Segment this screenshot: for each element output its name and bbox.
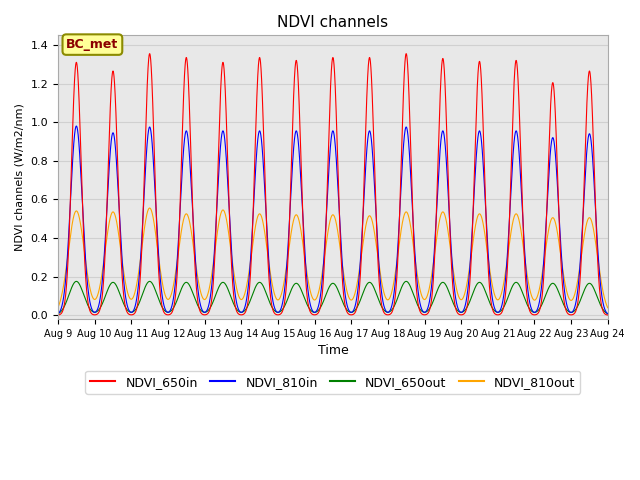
Line: NDVI_650in: NDVI_650in	[58, 54, 608, 315]
NDVI_810in	[72, 125, 79, 131]
NDVI_810out	[186, 221, 194, 227]
NDVI_650in	[54, 312, 62, 318]
NDVI_810out	[604, 305, 612, 311]
NDVI_810in	[72, 123, 80, 129]
NDVI_650in	[72, 63, 79, 69]
NDVI_650in	[531, 312, 538, 318]
NDVI_650in	[604, 312, 612, 318]
NDVI_650in	[345, 312, 353, 317]
NDVI_810out	[72, 209, 79, 215]
NDVI_650out	[114, 286, 122, 292]
NDVI_650out	[146, 278, 154, 284]
Text: BC_met: BC_met	[67, 38, 118, 51]
NDVI_650out	[531, 310, 538, 315]
NDVI_810out	[345, 294, 353, 300]
NDVI_650out	[175, 293, 182, 299]
NDVI_810out	[114, 227, 122, 232]
NDVI_810in	[175, 234, 182, 240]
NDVI_810out	[175, 248, 182, 253]
NDVI_650out	[604, 311, 612, 317]
NDVI_650out	[186, 283, 194, 289]
NDVI_650in	[146, 51, 154, 57]
NDVI_810out	[54, 304, 62, 310]
Line: NDVI_810out: NDVI_810out	[58, 208, 608, 308]
NDVI_810out	[531, 297, 538, 303]
Title: NDVI channels: NDVI channels	[277, 15, 388, 30]
Legend: NDVI_650in, NDVI_810in, NDVI_650out, NDVI_810out: NDVI_650in, NDVI_810in, NDVI_650out, NDV…	[85, 371, 580, 394]
X-axis label: Time: Time	[317, 344, 348, 357]
NDVI_810in	[604, 311, 612, 317]
NDVI_810in	[186, 162, 194, 168]
NDVI_810in	[531, 310, 538, 315]
NDVI_650out	[54, 311, 62, 316]
NDVI_810in	[114, 185, 122, 191]
Line: NDVI_810in: NDVI_810in	[58, 126, 608, 314]
NDVI_810in	[345, 307, 353, 313]
NDVI_650in	[114, 169, 122, 175]
NDVI_810out	[146, 205, 154, 211]
NDVI_810in	[54, 311, 62, 317]
NDVI_650out	[345, 309, 353, 314]
Y-axis label: NDVI channels (W/m2/nm): NDVI channels (W/m2/nm)	[15, 103, 25, 251]
Line: NDVI_650out: NDVI_650out	[58, 281, 608, 314]
NDVI_650in	[175, 242, 182, 248]
NDVI_650in	[186, 122, 194, 128]
NDVI_650out	[72, 279, 79, 285]
